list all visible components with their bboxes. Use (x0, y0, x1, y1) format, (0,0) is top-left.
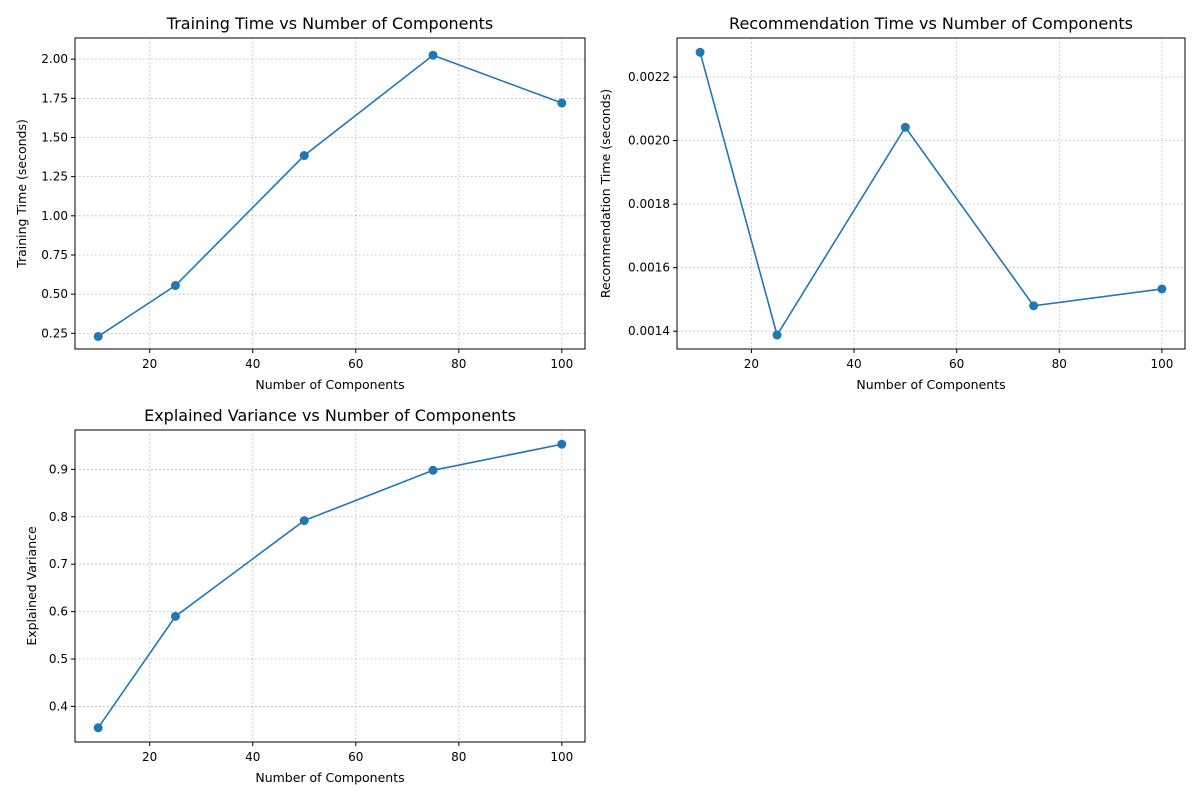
chart-title: Recommendation Time vs Number of Compone… (729, 14, 1133, 33)
plot-frame (676, 37, 1186, 350)
x-tick-label: 100 (550, 357, 573, 371)
x-tick-label: 100 (1150, 357, 1173, 371)
data-point (1157, 284, 1167, 294)
y-tick-label: 0.50 (41, 287, 68, 301)
y-tick-label: 0.9 (49, 462, 68, 476)
chart-title: Training Time vs Number of Components (166, 14, 493, 33)
x-tick-label: 80 (451, 357, 466, 371)
y-tick-label: 0.5 (49, 652, 68, 666)
y-tick-label: 0.25 (41, 326, 68, 340)
y-tick-label: 0.0020 (628, 134, 670, 148)
chart-1: 20 40 60 80 100 0.25 0.50 0.75 1.00 1.25 1.50 1.75 2… (14, 14, 586, 392)
plot-frame (74, 429, 586, 743)
x-tick-label: 20 (744, 357, 759, 371)
y-tick-label: 0.8 (49, 510, 68, 524)
x-tick-label: 60 (348, 750, 363, 764)
y-tick-label: 0.0022 (628, 70, 670, 84)
data-point (772, 330, 782, 340)
data-point (299, 516, 309, 526)
data-point (557, 439, 567, 449)
data-point (93, 331, 103, 341)
x-tick-label: 40 (245, 750, 260, 764)
data-point (428, 465, 438, 475)
y-tick-label: 0.0018 (628, 197, 670, 211)
data-point (93, 723, 103, 733)
y-axis-label: Recommendation Time (seconds) (598, 89, 613, 298)
x-tick-label: 40 (846, 357, 861, 371)
x-tick-label: 20 (142, 357, 157, 371)
y-tick-label: 0.4 (49, 699, 68, 713)
y-tick-label: 1.50 (41, 130, 68, 144)
x-tick-label: 80 (1052, 357, 1067, 371)
chart-title: Explained Variance vs Number of Componen… (144, 406, 516, 425)
y-tick-label: 0.7 (49, 557, 68, 571)
chart-3: 20 40 60 80 100 0.4 0.5 0.6 0.7 0.8 0.9 Explained V… (24, 406, 586, 785)
data-point (1029, 301, 1039, 311)
plot-frame (74, 37, 586, 350)
x-tick-label: 60 (949, 357, 964, 371)
y-tick-label: 0.75 (41, 248, 68, 262)
y-tick-label: 0.0016 (628, 261, 670, 275)
y-tick-label: 1.00 (41, 209, 68, 223)
x-axis-label: Number of Components (255, 770, 404, 785)
x-tick-label: 80 (451, 750, 466, 764)
data-point (170, 281, 180, 291)
y-tick-label: 0.6 (49, 605, 68, 619)
series-line (699, 52, 1163, 338)
y-tick-label: 1.75 (41, 91, 68, 105)
data-point (557, 98, 567, 108)
x-axis-label: Number of Components (856, 377, 1005, 392)
data-point (695, 47, 705, 57)
x-tick-label: 100 (550, 750, 573, 764)
y-axis-label: Training Time (seconds) (14, 119, 29, 269)
series-line (97, 443, 562, 729)
data-point (428, 50, 438, 60)
x-tick-label: 40 (245, 357, 260, 371)
y-tick-label: 0.0014 (628, 324, 670, 338)
x-axis-label: Number of Components (255, 377, 404, 392)
chart-2: 20 40 60 80 100 0.0014 0.0016 0.0018 0.0020 0.002… (598, 14, 1186, 392)
y-axis-label: Explained Variance (24, 526, 39, 646)
x-tick-label: 20 (142, 750, 157, 764)
x-tick-label: 60 (348, 357, 363, 371)
data-point (900, 122, 910, 132)
data-point (299, 151, 309, 161)
data-point (170, 611, 180, 621)
y-tick-label: 2.00 (41, 52, 68, 66)
y-tick-label: 1.25 (41, 170, 68, 184)
